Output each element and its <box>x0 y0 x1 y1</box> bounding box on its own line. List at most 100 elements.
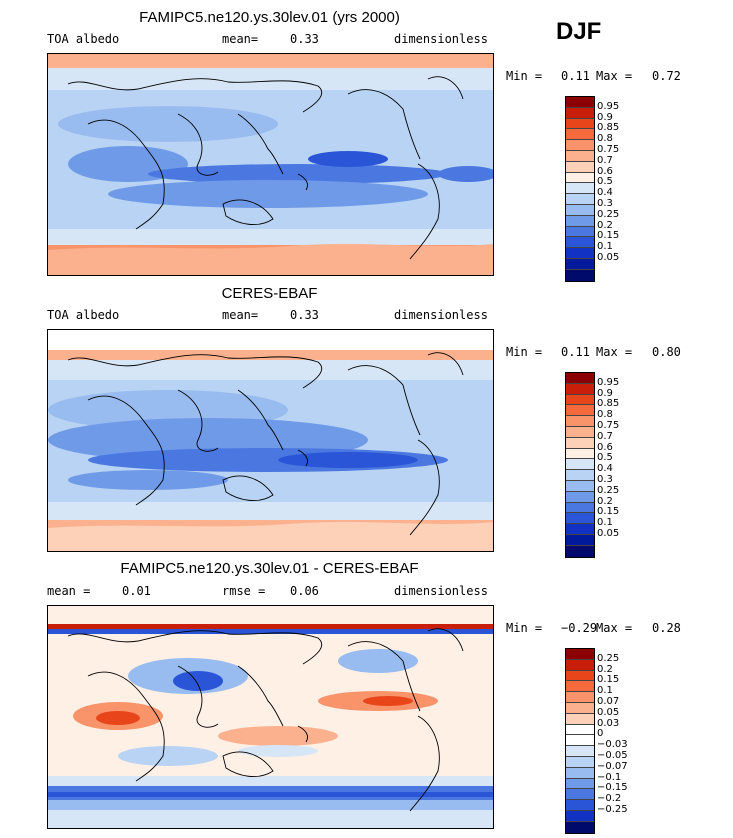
colorbar-box <box>566 426 594 438</box>
colorbar-tick-label: 0.3 <box>597 198 613 209</box>
colorbar-box <box>566 491 594 503</box>
panel3-mean-label: mean = <box>47 584 91 598</box>
colorbar-box <box>566 437 594 449</box>
panel3-mean-value: 0.01 <box>122 584 151 598</box>
panel1-variable-label: TOA albedo <box>47 32 120 46</box>
panel1-colorbar <box>565 96 595 282</box>
colorbar-tick-label: 0.1 <box>597 241 613 253</box>
colorbar-tick-label: 0.15 <box>597 230 620 242</box>
panel1-title: FAMIPC5.ne120.ys.30lev.01 (yrs 2000) <box>139 9 400 26</box>
colorbar-tick-label: 0.75 <box>597 420 620 431</box>
colorbar-box <box>566 800 594 811</box>
colorbar-tick-label: 0.3 <box>597 474 613 485</box>
colorbar-tick-label: −0.07 <box>597 760 628 772</box>
colorbar-box <box>566 226 594 238</box>
panel2-mean-label: mean= <box>222 308 259 322</box>
colorbar-tick-label: 0.07 <box>597 696 620 707</box>
colorbar-box <box>566 692 594 703</box>
colorbar-tick-label: 0.1 <box>597 517 613 529</box>
colorbar-tick-label: 0.6 <box>597 441 613 453</box>
colorbar-box <box>566 735 594 747</box>
panel3-min-value: −0.29 <box>561 621 598 635</box>
panel3-map <box>47 605 494 829</box>
panel1-max-label: Max = <box>596 69 633 83</box>
colorbar-tick-label: 0.95 <box>597 100 620 112</box>
panel2-max-label: Max = <box>596 345 633 359</box>
colorbar-tick-label: 0.95 <box>597 376 620 388</box>
colorbar-box <box>566 129 594 141</box>
colorbar-tick-label: 0.25 <box>597 652 620 664</box>
panel3-map-graphic <box>48 606 493 828</box>
colorbar-tick-label: 0.15 <box>597 674 620 686</box>
colorbar-tick-label: 0.1 <box>597 685 613 697</box>
colorbar-box <box>566 524 594 535</box>
colorbar-tick-label: 0.15 <box>597 506 620 518</box>
colorbar-tick-label: 0.4 <box>597 187 613 199</box>
colorbar-box <box>566 545 594 557</box>
colorbar-box <box>566 513 594 525</box>
colorbar-tick-label: 0.85 <box>597 122 620 134</box>
panel3-rmse-value: 0.06 <box>290 584 319 598</box>
colorbar-tick-label: 0 <box>597 728 604 740</box>
colorbar-tick-label: 0.85 <box>597 398 620 410</box>
colorbar-box <box>566 97 594 108</box>
panel2-min-label: Min = <box>506 345 543 359</box>
colorbar-box <box>566 480 594 492</box>
colorbar-box <box>566 405 594 417</box>
panel2-units: dimensionless <box>394 308 488 322</box>
colorbar-box <box>566 183 594 195</box>
colorbar-box <box>566 258 594 270</box>
colorbar-tick-label: 0.25 <box>597 484 620 496</box>
colorbar-box <box>566 118 594 130</box>
colorbar-box <box>566 194 594 205</box>
panel2-mean-value: 0.33 <box>290 308 319 322</box>
colorbar-box <box>566 713 594 725</box>
panel3-rmse-label: rmse = <box>222 584 266 598</box>
colorbar-box <box>566 448 594 460</box>
colorbar-box <box>566 172 594 184</box>
colorbar-box <box>566 659 594 671</box>
panel3-max-label: Max = <box>596 621 633 635</box>
colorbar-tick-label: 0.2 <box>597 219 613 231</box>
colorbar-box <box>566 649 594 660</box>
panel1-max-value: 0.72 <box>652 69 681 83</box>
panel2-variable-label: TOA albedo <box>47 308 120 322</box>
panel1-map-graphic <box>48 54 493 275</box>
colorbar-box <box>566 724 594 736</box>
panel2-title: CERES-EBAF <box>221 285 318 302</box>
colorbar-box <box>566 470 594 481</box>
panel3-min-label: Min = <box>506 621 543 635</box>
colorbar-tick-label: −0.05 <box>597 750 628 761</box>
colorbar-box <box>566 534 594 546</box>
colorbar-tick-label: 0.4 <box>597 463 613 475</box>
colorbar-tick-label: 0.9 <box>597 387 613 399</box>
colorbar-tick-label: 0.05 <box>597 252 620 263</box>
colorbar-tick-label: −0.15 <box>597 782 628 794</box>
panel1-min-label: Min = <box>506 69 543 83</box>
colorbar-box <box>566 140 594 151</box>
panel1-mean-label: mean= <box>222 32 259 46</box>
colorbar-tick-label: 0.8 <box>597 409 613 421</box>
colorbar-box <box>566 383 594 395</box>
colorbar-box <box>566 269 594 281</box>
colorbar-tick-label: 0.25 <box>597 208 620 220</box>
colorbar-tick-label: −0.25 <box>597 804 628 815</box>
colorbar-box <box>566 746 594 757</box>
panel3-title: FAMIPC5.ne120.ys.30lev.01 - CERES-EBAF <box>120 560 419 577</box>
colorbar-box <box>566 502 594 514</box>
colorbar-box <box>566 237 594 249</box>
panel2-max-value: 0.80 <box>652 345 681 359</box>
colorbar-tick-label: 0.05 <box>597 528 620 539</box>
season-label: DJF <box>556 18 602 45</box>
colorbar-box <box>566 789 594 801</box>
colorbar-box <box>566 756 594 768</box>
panel2-colorbar <box>565 372 595 558</box>
colorbar-tick-label: 0.6 <box>597 165 613 177</box>
panel3-colorbar <box>565 648 595 834</box>
colorbar-tick-label: 0.75 <box>597 144 620 155</box>
colorbar-tick-label: 0.7 <box>597 154 613 166</box>
colorbar-tick-label: −0.1 <box>597 771 622 783</box>
panel1-min-value: 0.11 <box>561 69 590 83</box>
colorbar-box <box>566 702 594 714</box>
colorbar-box <box>566 107 594 119</box>
